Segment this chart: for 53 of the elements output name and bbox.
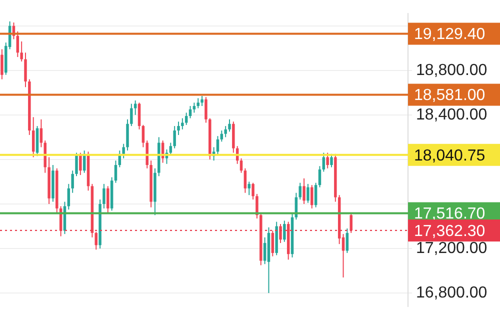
ref-line-label: 17,362.30 (414, 222, 486, 240)
candlestick (24, 52, 27, 88)
candlestick (240, 158, 243, 174)
candlestick (192, 102, 196, 114)
candlestick (20, 40, 23, 62)
candlestick (310, 184, 314, 209)
candlestick (252, 182, 254, 200)
ref-line-label: 18,040.75 (414, 147, 486, 164)
candlestick (106, 186, 110, 214)
candlestick (283, 220, 286, 242)
candlestick (177, 121, 180, 136)
candlestick (0, 48, 4, 80)
y-tick-label: 18,800.00 (416, 62, 488, 79)
candlestick (326, 152, 329, 169)
candlestick (224, 126, 227, 138)
candlestick (196, 98, 200, 109)
candlestick (330, 153, 333, 168)
candlestick (122, 143, 125, 159)
candlestick (318, 166, 322, 188)
candlestick (228, 118, 231, 132)
candlestick (75, 152, 78, 177)
candlestick (200, 95, 204, 107)
candlestick (248, 181, 250, 196)
candlestick (16, 30, 20, 58)
y-tick-label: 16,800.00 (416, 284, 488, 302)
candlestick (256, 193, 258, 219)
candlestick (302, 178, 306, 204)
candlestick (146, 140, 148, 169)
ref-line-label: 19,129.40 (414, 26, 486, 44)
ref-line-label: 17,516.70 (414, 206, 486, 223)
candlestick (138, 102, 141, 130)
candlestick (114, 160, 118, 184)
candlestick (142, 124, 145, 148)
candlestick (71, 170, 74, 194)
candlestick (204, 96, 208, 124)
candlestick (169, 142, 172, 156)
candlestick (220, 130, 224, 142)
candlestick (298, 182, 302, 200)
candlestick (79, 152, 82, 176)
y-tick-label: 18,400.00 (416, 106, 488, 124)
candlestick (322, 152, 326, 172)
candlestick (32, 116, 35, 158)
candlestick (126, 118, 129, 152)
candlestick (130, 103, 133, 127)
candlestick (181, 118, 184, 130)
ref-line-label: 18,581.00 (414, 87, 486, 104)
y-tick-label: 17,200.00 (416, 240, 488, 257)
candlestick (102, 183, 106, 209)
candlestick (314, 182, 318, 208)
candlestick (173, 126, 176, 149)
candlestick (244, 168, 247, 194)
candlestick (263, 236, 266, 265)
candlestick (306, 183, 310, 204)
